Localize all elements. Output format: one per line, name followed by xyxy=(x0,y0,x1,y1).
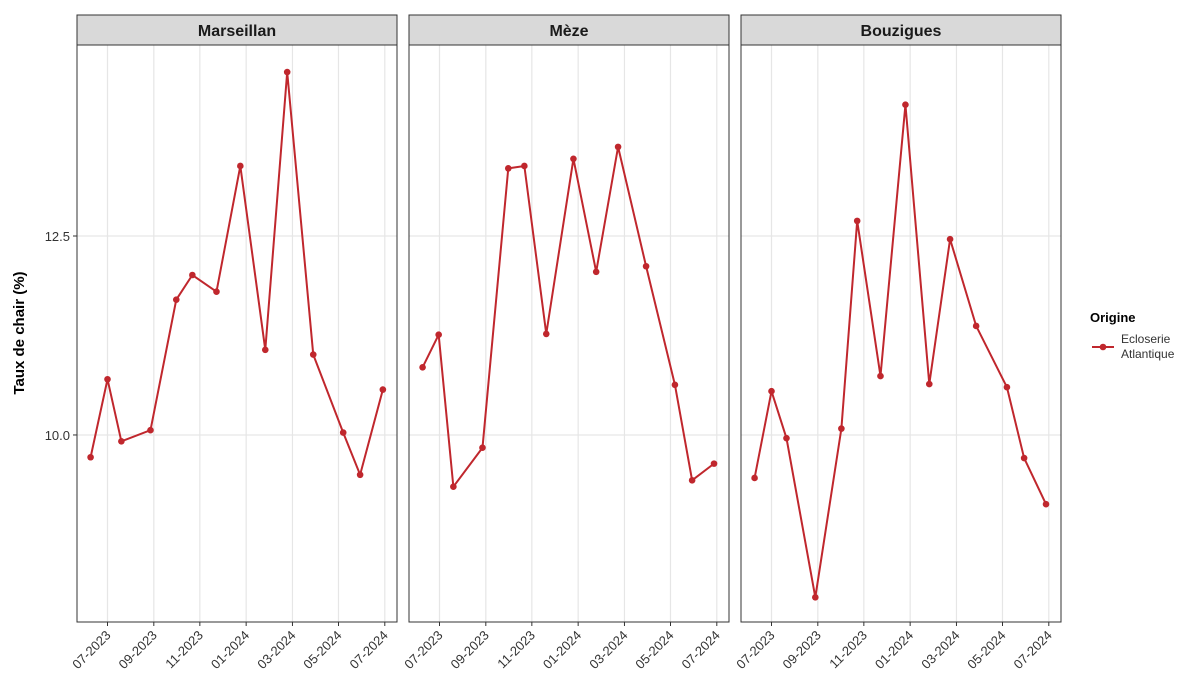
x-tick-label: 07-2024 xyxy=(347,628,391,672)
point xyxy=(877,372,884,380)
point xyxy=(972,322,980,330)
point xyxy=(237,162,244,170)
x-tick-label: 05-2024 xyxy=(964,628,1008,672)
y-tick-label: 10.0 xyxy=(45,428,70,443)
x-tick-label: 09-2023 xyxy=(448,628,492,672)
legend-label: Ecloserie Atlantique xyxy=(1121,332,1175,361)
point xyxy=(710,460,718,467)
x-tick-label: 01-2024 xyxy=(208,628,252,672)
x-tick-label: 07-2023 xyxy=(401,628,445,672)
point xyxy=(87,453,94,461)
point xyxy=(435,331,442,338)
point xyxy=(768,387,775,395)
point xyxy=(853,217,861,225)
panel xyxy=(741,45,1061,622)
point xyxy=(189,271,196,279)
point xyxy=(642,262,650,270)
facet-title: Mèze xyxy=(549,23,588,40)
panel-border xyxy=(740,44,1062,623)
point xyxy=(339,429,347,436)
point xyxy=(542,330,550,338)
x-tick-label: 05-2024 xyxy=(632,628,676,672)
panel xyxy=(77,45,397,622)
point xyxy=(261,346,269,354)
point xyxy=(104,375,111,383)
point xyxy=(521,162,528,170)
line xyxy=(753,104,1047,598)
y-tick-label: 12.5 xyxy=(45,229,70,244)
line xyxy=(89,71,384,478)
point xyxy=(309,351,317,358)
panel-border xyxy=(76,44,398,623)
point xyxy=(118,438,125,445)
point xyxy=(1020,454,1028,462)
x-tick-label: 05-2024 xyxy=(300,628,344,672)
point xyxy=(379,386,387,393)
legend-title: Origine xyxy=(1090,310,1136,325)
x-tick-label: 11-2023 xyxy=(494,628,538,672)
x-tick-label: 11-2023 xyxy=(826,628,870,672)
point xyxy=(213,288,220,296)
legend-point xyxy=(1099,343,1107,351)
x-tick-label: 07-2024 xyxy=(1011,628,1055,672)
x-tick-label: 01-2024 xyxy=(872,628,916,672)
point xyxy=(1042,500,1050,508)
facet-title: Marseillan xyxy=(198,23,276,40)
x-tick-label: 09-2023 xyxy=(116,628,160,672)
point xyxy=(1003,383,1011,391)
x-tick-label: 09-2023 xyxy=(780,628,824,672)
x-tick-label: 03-2024 xyxy=(586,628,630,672)
strip xyxy=(740,14,1062,46)
point xyxy=(570,155,577,163)
point xyxy=(838,425,845,432)
x-tick-label: 07-2024 xyxy=(679,628,723,672)
point xyxy=(172,296,180,303)
x-tick-label: 03-2024 xyxy=(254,628,298,672)
line xyxy=(421,146,715,490)
panel xyxy=(409,45,729,622)
x-tick-label: 07-2023 xyxy=(69,628,113,672)
y-axis-label: Taux de chair (%) xyxy=(11,271,28,394)
x-tick-label: 11-2023 xyxy=(162,628,206,672)
point xyxy=(419,364,426,371)
point xyxy=(688,477,696,484)
facet-title: Bouzigues xyxy=(861,23,942,40)
point xyxy=(147,426,154,434)
point xyxy=(479,444,486,452)
point xyxy=(671,381,679,389)
x-tick-label: 07-2023 xyxy=(733,628,777,672)
point xyxy=(925,380,933,388)
strip xyxy=(76,14,398,46)
x-tick-label: 03-2024 xyxy=(918,628,962,672)
point xyxy=(450,483,457,491)
panel-border xyxy=(408,44,730,623)
point xyxy=(946,235,954,243)
x-tick-label: 01-2024 xyxy=(540,628,584,672)
point xyxy=(783,434,790,442)
point xyxy=(592,268,600,276)
point xyxy=(902,101,909,108)
point xyxy=(751,474,758,482)
point xyxy=(614,143,622,151)
point xyxy=(356,471,364,479)
point xyxy=(504,165,512,172)
point xyxy=(812,594,819,601)
point xyxy=(283,68,291,76)
